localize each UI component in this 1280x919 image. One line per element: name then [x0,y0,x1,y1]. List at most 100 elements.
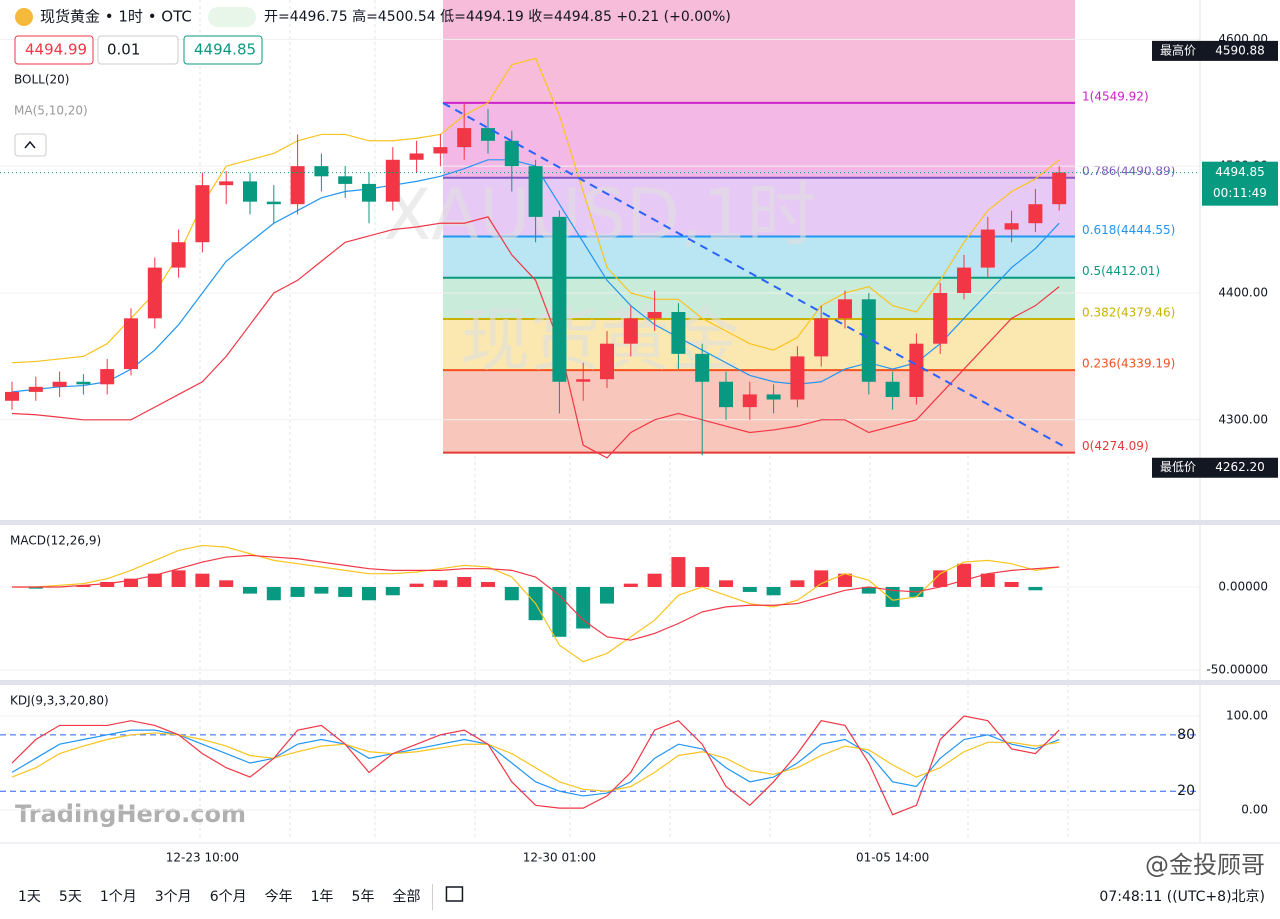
separator [0,520,1280,525]
macd-bar [1028,586,1043,591]
macd-bar [576,586,591,629]
candle-body [504,140,519,167]
range-button[interactable]: 3个月 [155,889,192,905]
macd-bar [219,580,234,587]
candle-body [195,185,210,243]
close: 收=4494.85 [528,9,612,25]
sell-box[interactable] [14,35,94,65]
symbol-title: 现货黄金 • 1时 • OTC [40,8,192,26]
candle-body [28,386,43,392]
macd-bar [814,570,829,587]
macd-bar [933,570,948,587]
macd-bar [742,586,757,592]
macd-bar [457,576,472,587]
candle-body [695,353,710,382]
watermark: XAUUSD,1时 [383,174,816,256]
watermark: TradingHero.com [15,800,246,828]
macd-bar [1004,581,1019,587]
y-tick-label: 4400.00 [1218,285,1268,299]
macd-bar [838,573,852,587]
candle-body [5,391,19,401]
range-button[interactable]: 全部 [392,888,420,905]
x-tick-label: 01-05 14:00 [856,851,929,865]
buy-price[interactable]: 4494.85 [194,41,256,59]
open: 开=4496.75 [264,9,348,25]
candle-body [766,394,781,400]
candle-body [552,216,567,382]
range-button[interactable]: 今年 [265,889,293,905]
candle-body [909,343,924,397]
kdj-line [11,715,1060,816]
macd-bar [338,586,353,597]
macd-bar [243,586,257,594]
price-mark-value: 4262.20 [1215,460,1265,474]
range-button[interactable]: 6个月 [210,889,247,905]
macd-bar [409,583,424,587]
x-tick-label: 12-30 01:00 [523,851,596,865]
indicator-line [11,57,1060,364]
macd-bar [600,586,614,604]
candle-body [362,183,376,202]
candle-body [885,381,900,397]
indicator-line [11,216,1060,459]
range-button[interactable]: 1天 [18,889,41,905]
candle-body [647,312,662,319]
symbol-icon [15,8,33,26]
panel-title: KDJ(9,3,3,20,80) [10,694,109,708]
macd-bar [362,586,376,601]
panel-title: MACD(12,26,9) [10,534,101,548]
macd-bar [481,581,495,587]
low: 低=4494.19 [440,9,524,25]
countdown: 00:11:49 [1213,186,1267,200]
buy-box[interactable] [183,35,263,65]
plots [0,38,1200,816]
price-mark-name: 最低价 [1160,460,1196,474]
trend-line [442,102,1066,448]
candle-body [385,159,400,202]
candle-body [338,176,353,184]
fib-band [443,319,1075,371]
quantity[interactable]: 0.01 [107,41,140,59]
sell-price[interactable]: 4494.99 [25,41,87,59]
candle-body [314,166,329,177]
macd-bar [290,586,305,597]
fib-label: 0.5(4412.01) [1082,264,1160,278]
fibonacci: 1(4549.92) 0.786(4490.89) 0.618(4444.55) 0.… [443,0,1175,454]
macd-bar [647,573,662,587]
fib-band [443,102,1075,178]
y-tick-label: -50.00000 [1206,663,1268,677]
candle-body [433,147,448,154]
header: 现货黄金 • 1时 • OTC 开=4496.75 高=4500.54 低=44… [14,7,731,157]
date-range-icon[interactable] [445,886,464,902]
range-button[interactable]: 1年 [311,889,334,905]
separator [0,680,1280,685]
kdj-line [11,732,1060,792]
range-button[interactable]: 5天 [59,889,82,905]
fib-label: 1(4549.92) [1082,89,1149,103]
candle-body [409,153,424,160]
candle-body [623,318,638,344]
macd-bar [147,573,162,587]
collapse-icon[interactable] [24,140,36,149]
collapse-button[interactable] [14,133,47,157]
qty-box[interactable] [97,35,179,65]
fib-extension [443,0,1075,103]
toolbar: 07:48:11 ((UTC+8)北京) 1天 5天 1个月 3个月 6个月 今年 1年 5年… [18,884,1265,910]
clock: 07:48:11 ((UTC+8)北京) [1099,889,1265,905]
macd-bar [314,586,329,594]
macd-bar [195,573,210,587]
price-box [1202,161,1278,206]
candle-body [147,267,162,319]
candle-body [933,292,948,344]
macd-bar [504,586,519,601]
candle-body [1028,204,1043,224]
macd-bar [124,578,138,587]
price-mark-box [1152,457,1278,478]
range-button[interactable]: 1个月 [100,889,137,905]
macd-bar [790,580,805,587]
candle-body [171,242,186,268]
range-button[interactable]: 5年 [352,889,375,905]
candle-body [266,201,281,205]
candle-body [838,299,852,319]
